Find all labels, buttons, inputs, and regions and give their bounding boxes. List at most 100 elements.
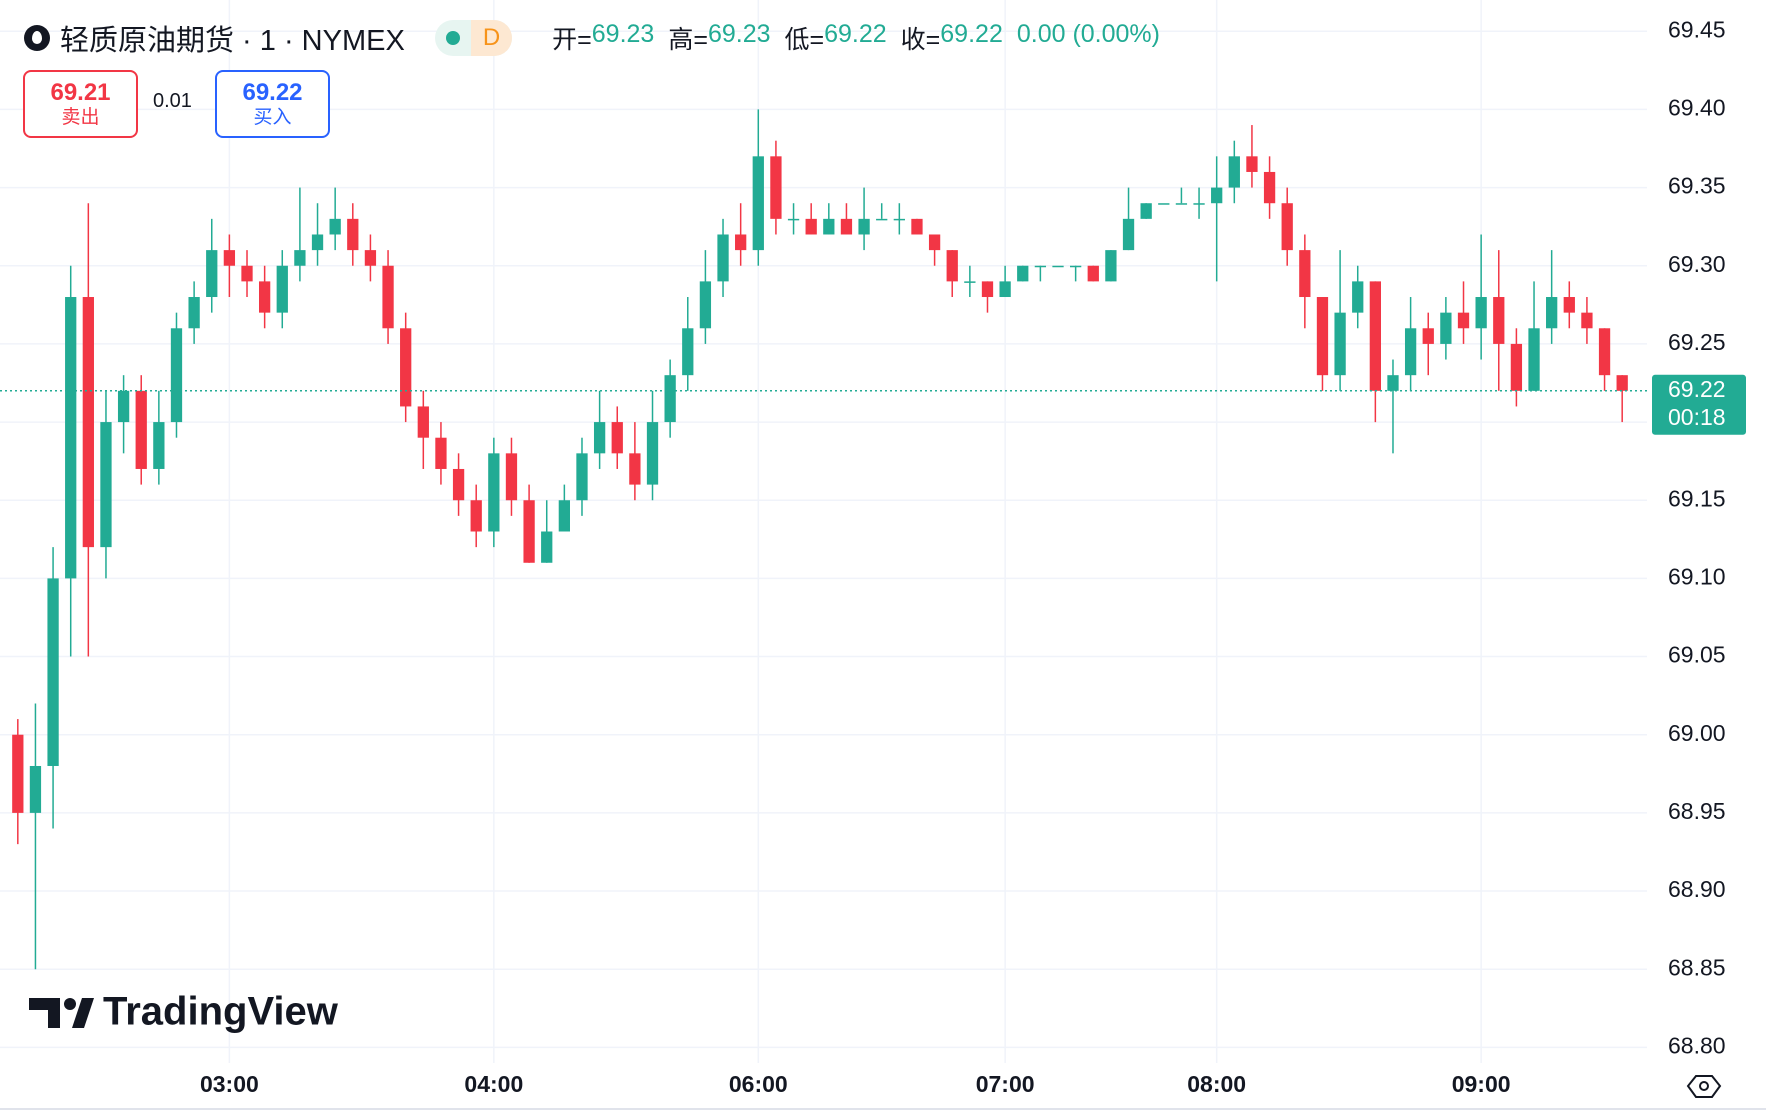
candle-body (311, 234, 324, 251)
header: 轻质原油期货 · 1 · NYMEX D 开= 69.23 高= 69.23 低= 6… (24, 18, 1174, 58)
legend-key: 开= (552, 26, 592, 54)
candle-body (629, 453, 641, 485)
candle-body (1369, 281, 1382, 391)
candle-body (1422, 328, 1434, 344)
candle-body (29, 765, 42, 813)
y-tick-label: 68.85 (1668, 954, 1726, 980)
last-price-label: 69.22 (1668, 376, 1726, 402)
ohlc-legend: 开= 69.23 高= 69.23 低= 69.22 收= 69.22 0.00 (0.… (552, 20, 1174, 56)
candle-body (1087, 265, 1099, 282)
candle-body (1387, 375, 1399, 391)
candle-body (258, 281, 271, 313)
y-tick-label: 69.45 (1668, 16, 1726, 42)
buy-button[interactable]: 69.22 买入 (215, 70, 330, 138)
y-tick-label: 69.40 (1668, 95, 1726, 121)
y-tick-label: 69.15 (1668, 485, 1726, 511)
candle-body (400, 328, 412, 407)
candle-body (117, 390, 130, 423)
candle-body (347, 218, 359, 251)
candle-body (1563, 297, 1575, 313)
legend-key: 低= (784, 26, 825, 54)
candle-body (223, 250, 236, 266)
candle-body (1281, 203, 1293, 251)
candle-body (682, 328, 694, 376)
legend-value: 69.23 (591, 20, 655, 48)
y-tick-label: 69.35 (1668, 173, 1726, 199)
candle-body (787, 218, 800, 221)
candle-body (1598, 328, 1611, 376)
candle-body (1581, 312, 1593, 329)
x-tick-label: 09:00 (1452, 1071, 1511, 1097)
logo-mark (64, 998, 76, 1010)
candle-body (1352, 281, 1364, 313)
candle-body (1052, 265, 1064, 268)
candle-body (364, 250, 377, 266)
candle-body (893, 218, 905, 221)
symbol-title[interactable]: 轻质原油期货 · 1 · NYMEX (60, 25, 405, 57)
candle-body (170, 328, 183, 423)
candle-body (646, 422, 659, 485)
y-tick-label: 68.95 (1668, 798, 1726, 824)
y-tick-label: 69.30 (1668, 251, 1726, 277)
candle-body (1457, 312, 1470, 329)
candle-body (1158, 203, 1170, 205)
candle-body (1246, 156, 1258, 172)
candle-body (188, 297, 200, 329)
y-tick-label: 69.00 (1668, 720, 1726, 746)
candle-body (946, 250, 958, 282)
candle-body (1263, 171, 1276, 204)
settings-icon[interactable] (1686, 1075, 1722, 1098)
y-tick-label: 68.80 (1668, 1032, 1726, 1058)
y-tick-label: 69.10 (1668, 563, 1726, 589)
sell-button[interactable]: 69.21 卖出 (23, 70, 138, 138)
legend-value: 69.23 (707, 20, 771, 48)
y-tick-label: 69.25 (1668, 329, 1726, 355)
candle-body (823, 218, 835, 235)
legend-change: 0.00 (0.00%) (1016, 20, 1160, 48)
candle-body (206, 250, 218, 298)
candle-body (1316, 297, 1329, 376)
candle-body (1228, 156, 1240, 188)
candle-body (470, 500, 482, 532)
candle-body (911, 218, 923, 235)
x-tick-label: 08:00 (1187, 1071, 1246, 1097)
legend-value: 69.22 (940, 20, 1003, 48)
candle-body (382, 265, 394, 329)
y-tick-label: 69.05 (1668, 642, 1726, 668)
status-pill: D (434, 20, 513, 56)
symbol-icon (24, 25, 50, 51)
legend-key: 高= (668, 26, 708, 54)
candle-body (65, 297, 77, 579)
logo-mark (72, 998, 94, 1028)
candle-body (294, 250, 306, 266)
candle-body (752, 156, 764, 251)
candle-body (435, 437, 447, 469)
legend-key: 收= (900, 26, 941, 54)
x-tick-label: 06:00 (729, 1071, 788, 1097)
sell-price: 69.21 (50, 79, 111, 106)
candle-body (999, 281, 1011, 298)
candle-body (858, 218, 870, 235)
candle-body (135, 390, 147, 469)
logo-text: TradingView (103, 990, 339, 1034)
candle-body (329, 218, 341, 235)
candle-body (1546, 297, 1558, 329)
candle-body (153, 422, 165, 469)
countdown-label: 00:18 (1668, 404, 1726, 430)
spread: 0.01 (153, 90, 192, 112)
candle-body (488, 453, 500, 532)
settings-icon-dot (1699, 1081, 1709, 1091)
candle-body (1069, 265, 1082, 268)
candles (0, 109, 1647, 970)
candle-body (558, 500, 571, 532)
candle-body (1299, 250, 1311, 298)
x-tick-label: 07:00 (976, 1071, 1035, 1097)
candle-body (1122, 218, 1135, 251)
x-tick-label: 03:00 (200, 1071, 259, 1097)
candle-body (576, 453, 588, 501)
axes: TradingView 68.80 68.85 68.90 68.95 69.00 69.… (0, 16, 1766, 1110)
candle-body (12, 734, 24, 813)
candle-body (593, 422, 606, 454)
candle-body (276, 265, 288, 313)
